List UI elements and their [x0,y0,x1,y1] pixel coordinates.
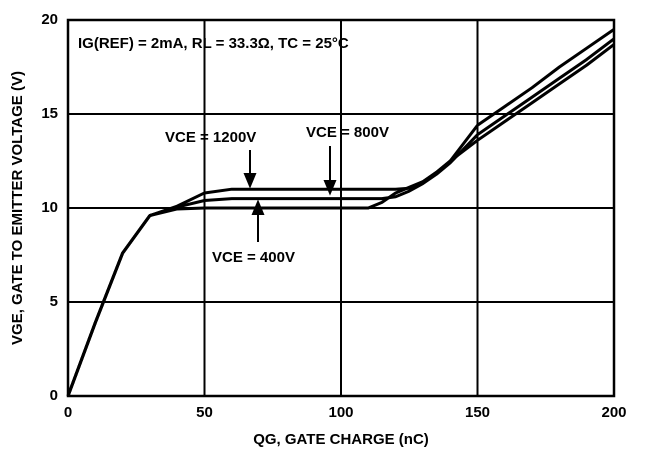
series-label: VCE = 1200V [165,129,256,146]
y-tick-label: 15 [41,105,58,122]
x-tick-label: 100 [328,404,353,421]
y-tick-label: 20 [41,11,58,28]
y-tick-label: 10 [41,199,58,216]
series-line [66,43,615,397]
y-tick-label: 0 [50,387,58,404]
x-tick-label: 50 [196,404,213,421]
series-label: VCE = 400V [212,249,295,266]
plot-frame [66,18,616,398]
x-tick-label: 0 [64,404,72,421]
x-axis-label: QG, GATE CHARGE (nC) [253,431,429,448]
arrows [243,146,337,242]
y-axis-label: VGE, GATE TO EMITTER VOLTAGE (V) [9,71,26,345]
x-tick-label: 200 [601,404,626,421]
series-label: VCE = 800V [306,124,389,141]
series-line [66,37,615,397]
x-tick-label: 150 [465,404,490,421]
y-tick-label: 5 [50,293,58,310]
annotation: IG(REF) = 2mA, RL = 33.3Ω, TC = 25°C [78,35,349,52]
